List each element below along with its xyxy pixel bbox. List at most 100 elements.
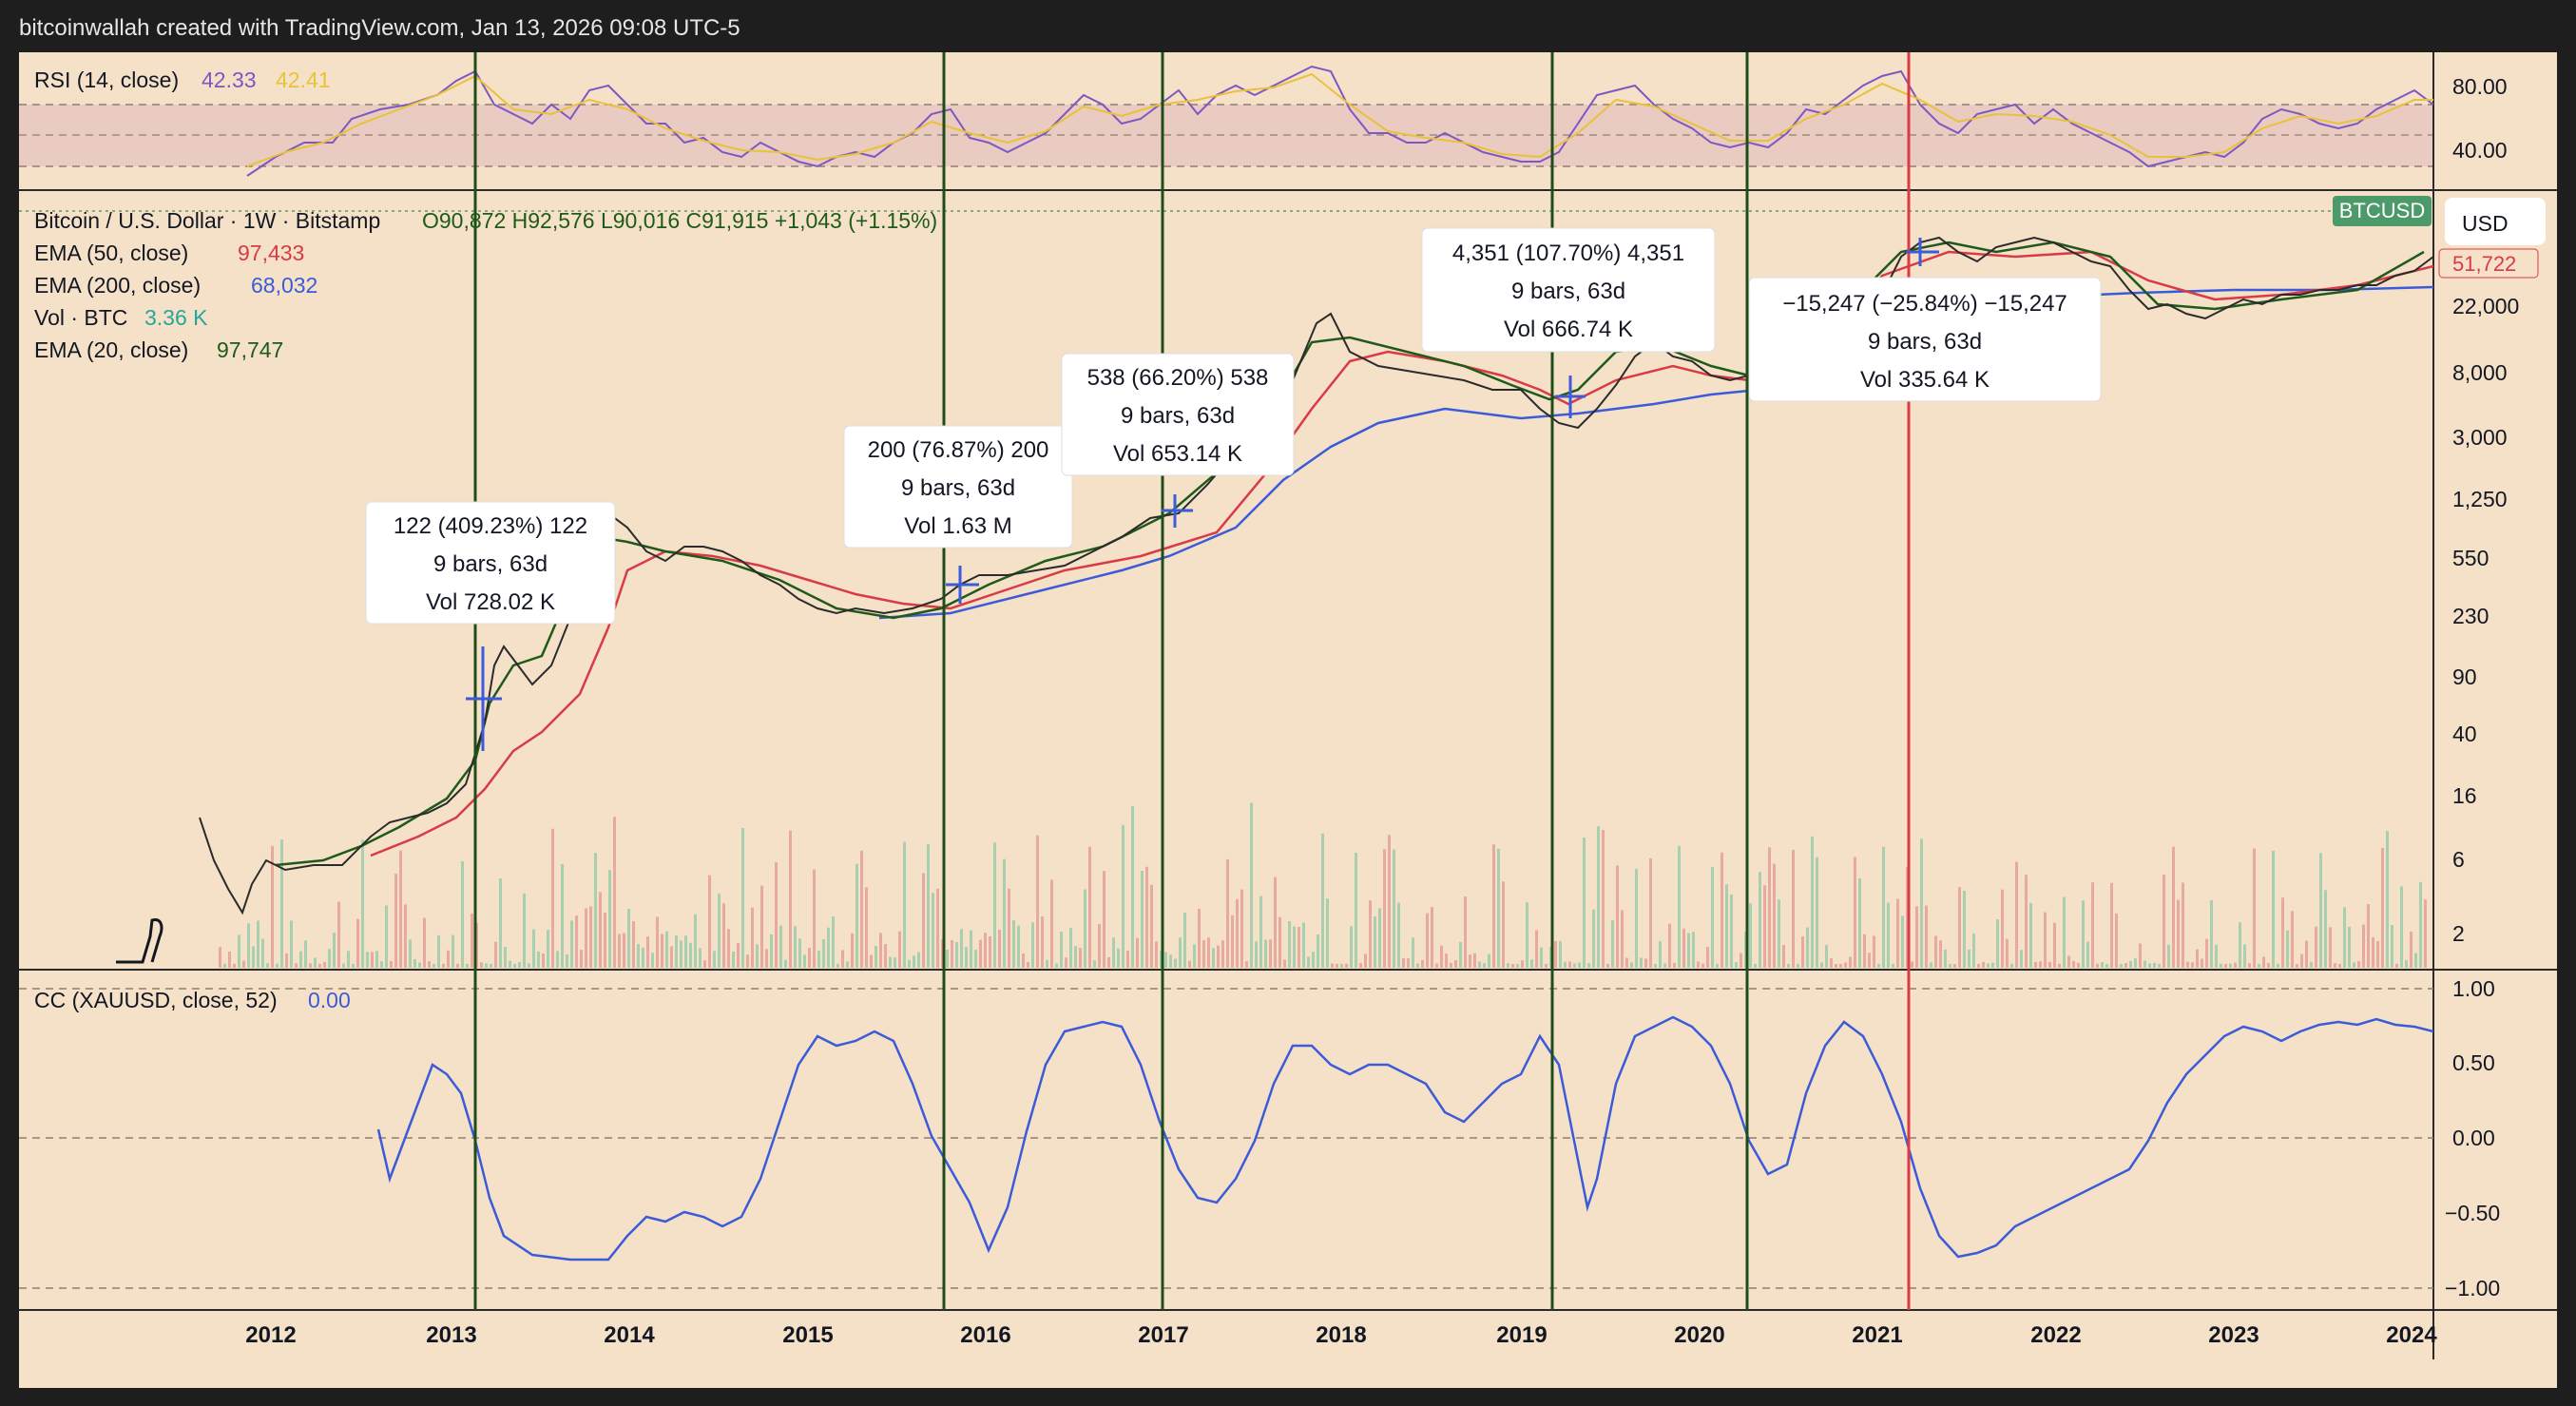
- volume-bar: [2286, 930, 2289, 968]
- volume-bar: [1103, 871, 1105, 968]
- annotation-3[interactable]: 538 (66.20%) 538 9 bars, 63d Vol 653.14 …: [1061, 353, 1295, 476]
- volume-bar: [1778, 899, 1780, 968]
- volume-bar: [2300, 953, 2303, 968]
- volume-bar: [271, 845, 274, 968]
- volume-bar: [1901, 915, 1904, 968]
- volume-bar: [1896, 898, 1899, 968]
- volume-bar: [642, 947, 644, 968]
- volume-bar: [2248, 963, 2251, 968]
- currency-button[interactable]: USD: [2445, 198, 2546, 245]
- volume-bar: [1426, 913, 1429, 968]
- volume-bar: [347, 951, 350, 968]
- volume-bar: [423, 917, 426, 968]
- year-label: 2017: [1138, 1322, 1188, 1348]
- volume-bar: [832, 915, 835, 968]
- rsi-value-1: 42.33: [202, 67, 257, 92]
- volume-bar: [694, 914, 697, 968]
- volume-bar: [993, 842, 996, 968]
- annotation-1-line1: 122 (409.23%) 122: [394, 513, 587, 539]
- volume-bar: [2272, 850, 2275, 968]
- annotation-2[interactable]: 200 (76.87%) 200 9 bars, 63d Vol 1.63 M: [843, 425, 1073, 549]
- volume-bar: [1245, 961, 1248, 968]
- volume-bar: [1730, 895, 1733, 968]
- volume-bar: [461, 861, 464, 968]
- volume-bar: [2091, 882, 2094, 968]
- volume-bar: [803, 954, 806, 968]
- price-tick: 6: [2452, 847, 2465, 872]
- volume-bar: [1687, 933, 1690, 968]
- volume-bar: [2163, 874, 2165, 968]
- volume-bar: [884, 944, 887, 968]
- volume-bar: [1573, 963, 1576, 968]
- cc-tick: −0.50: [2445, 1201, 2500, 1225]
- price-tick: 8,000: [2452, 360, 2508, 385]
- volume-bar: [1820, 962, 1823, 968]
- ohlc-values: O90,872 H92,576 L90,016 C91,915 +1,043 (…: [422, 208, 937, 233]
- volume-bar: [2367, 904, 2370, 968]
- volume-bar: [1336, 963, 1338, 968]
- volume-bar: [1131, 806, 1134, 968]
- volume-bar: [2077, 962, 2080, 968]
- annotation-5-line1: −15,247 (−25.84%) −15,247: [1782, 291, 2067, 317]
- price-tick: 16: [2452, 783, 2477, 808]
- price-tick: 230: [2452, 604, 2489, 628]
- volume-bar: [1592, 909, 1595, 968]
- volume-bar: [1654, 963, 1657, 968]
- volume-bar: [2391, 925, 2393, 968]
- volume-bar: [1535, 930, 1538, 968]
- volume-bar: [779, 925, 782, 968]
- annotation-1-line3: Vol 728.02 K: [426, 589, 555, 615]
- volume-bar: [1735, 962, 1738, 968]
- volume-bar: [1321, 833, 1324, 968]
- volume-bar: [566, 953, 568, 968]
- volume-bar: [632, 921, 635, 968]
- volume-bar: [2210, 899, 2213, 968]
- volume-bar: [718, 894, 721, 968]
- volume-bar: [2182, 882, 2184, 968]
- volume-bar: [1521, 960, 1524, 968]
- volume-bar: [2201, 958, 2203, 968]
- main-legend: Bitcoin / U.S. Dollar · 1W · Bitstamp O9…: [34, 208, 937, 362]
- annotation-4[interactable]: 4,351 (107.70%) 4,351 9 bars, 63d Vol 66…: [1421, 227, 1716, 353]
- volume-bar: [1782, 945, 1785, 968]
- volume-bar: [908, 959, 911, 968]
- volume-bar: [2110, 882, 2113, 968]
- volume-bar: [898, 931, 901, 968]
- volume-bar: [542, 953, 545, 968]
- volume-bar: [1616, 865, 1619, 968]
- symbol-badge: BTCUSD: [2333, 196, 2432, 226]
- volume-bar: [1288, 920, 1291, 968]
- rsi-value-2: 42.41: [276, 67, 331, 92]
- volume-bar: [1996, 919, 1999, 968]
- volume-bar: [2291, 911, 2294, 968]
- volume-bar: [1378, 908, 1381, 968]
- volume-bar: [1568, 961, 1571, 968]
- cc-tick: 0.00: [2452, 1126, 2495, 1150]
- volume-bar: [2414, 953, 2417, 968]
- volume-bar: [1968, 949, 1970, 968]
- volume-bar: [1060, 932, 1063, 968]
- svg-text:USD: USD: [2462, 211, 2509, 236]
- volume-bar: [518, 962, 521, 968]
- volume-bar: [494, 941, 497, 968]
- annotation-1[interactable]: 122 (409.23%) 122 9 bars, 63d Vol 728.02…: [365, 501, 616, 625]
- volume-bar: [219, 947, 221, 968]
- volume-bar: [1502, 881, 1505, 968]
- tradingview-logo-icon[interactable]: [116, 917, 163, 964]
- volume-bar: [1269, 939, 1272, 968]
- volume-bar: [2310, 961, 2313, 968]
- volume-bar: [894, 957, 896, 968]
- volume-bar: [1236, 898, 1239, 968]
- volume-bars: [219, 802, 2427, 968]
- volume-bar: [2243, 944, 2246, 968]
- annotation-5-line3: Vol 335.64 K: [1860, 367, 1990, 393]
- volume-bar: [1877, 963, 1880, 968]
- volume-bar: [1673, 963, 1676, 968]
- volume-bar: [1706, 947, 1709, 968]
- volume-bar: [2338, 963, 2341, 968]
- annotation-5[interactable]: −15,247 (−25.84%) −15,247 9 bars, 63d Vo…: [1748, 277, 2102, 402]
- volume-bar: [613, 817, 616, 968]
- volume-bar: [547, 930, 549, 968]
- price-tick: 3,000: [2452, 425, 2508, 450]
